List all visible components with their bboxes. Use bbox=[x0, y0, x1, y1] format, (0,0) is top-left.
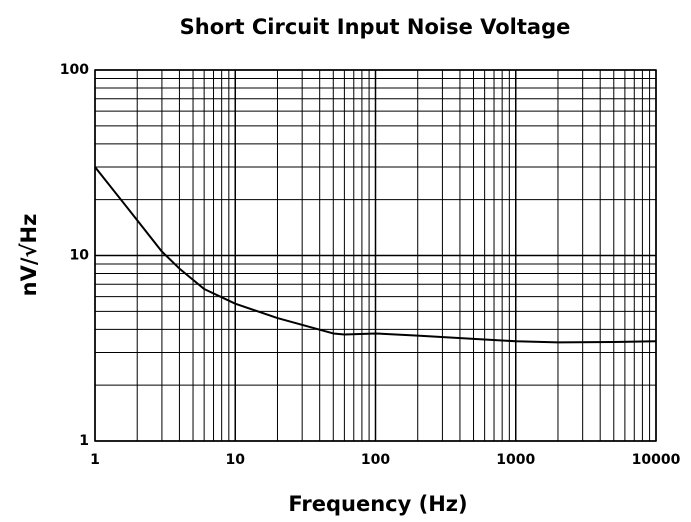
y-tick-label: 1 bbox=[79, 433, 89, 449]
y-axis-label: nV/√Hz bbox=[17, 214, 41, 297]
x-tick-label: 10 bbox=[226, 452, 246, 468]
x-tick-label: 1000 bbox=[496, 452, 535, 468]
data-line bbox=[94, 166, 657, 344]
y-tick-label: 100 bbox=[60, 62, 89, 78]
chart-title: Short Circuit Input Noise Voltage bbox=[180, 15, 571, 39]
x-tick-label: 1 bbox=[90, 452, 100, 468]
y-tick-label: 10 bbox=[70, 248, 90, 264]
plot-frame bbox=[94, 69, 657, 442]
x-tick-label: 100 bbox=[361, 452, 390, 468]
x-axis-label: Frequency (Hz) bbox=[288, 492, 467, 516]
x-tick-label: 10000 bbox=[632, 452, 681, 468]
